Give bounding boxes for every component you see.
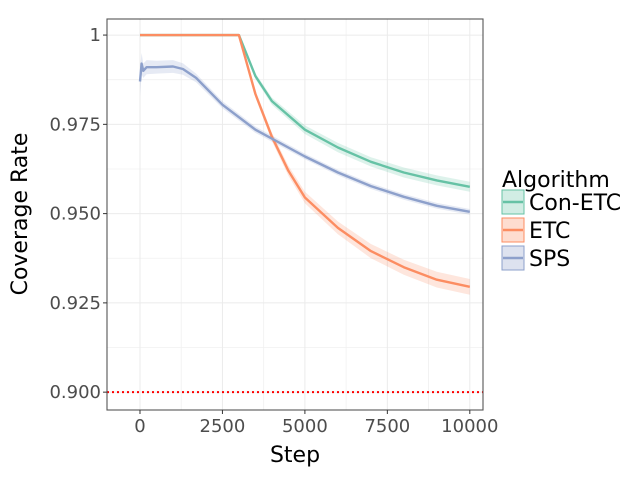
x-axis-title: Step: [270, 443, 320, 468]
y-tick-label: 0.950: [49, 204, 101, 225]
legend-label-SPS: SPS: [529, 247, 570, 272]
x-tick-label: 2500: [200, 416, 246, 437]
grid: [107, 19, 483, 410]
x-tick-label: 10000: [441, 416, 498, 437]
series-band-Con-ETC: [140, 34, 470, 192]
y-tick-label: 1: [90, 25, 101, 46]
x-tick-label: 7500: [364, 416, 410, 437]
axes: 0 2500 5000 7500 10000 0.900 0.925 0.950 0.975 1: [49, 18, 498, 437]
x-tick-label: 5000: [282, 416, 328, 437]
y-tick-label: 0.925: [49, 293, 101, 314]
series-band-SPS: [140, 52, 470, 215]
legend-title: Algorithm: [502, 168, 610, 193]
y-axis-title: Coverage Rate: [8, 133, 33, 296]
y-tick-label: 0.975: [49, 114, 101, 135]
x-tick-label: 0: [134, 416, 145, 437]
series-line-ETC: [140, 33, 471, 288]
panel-border: [106, 18, 484, 411]
series-layer: [107, 33, 483, 394]
legend-label-ETC: ETC: [529, 219, 570, 244]
y-tick-label: 0.900: [49, 382, 101, 403]
series-line-SPS: [138, 62, 471, 213]
legend-label-Con-ETC: Con-ETC: [529, 191, 621, 216]
legend: Algorithm Con-ETC ETC SPS: [501, 168, 621, 272]
